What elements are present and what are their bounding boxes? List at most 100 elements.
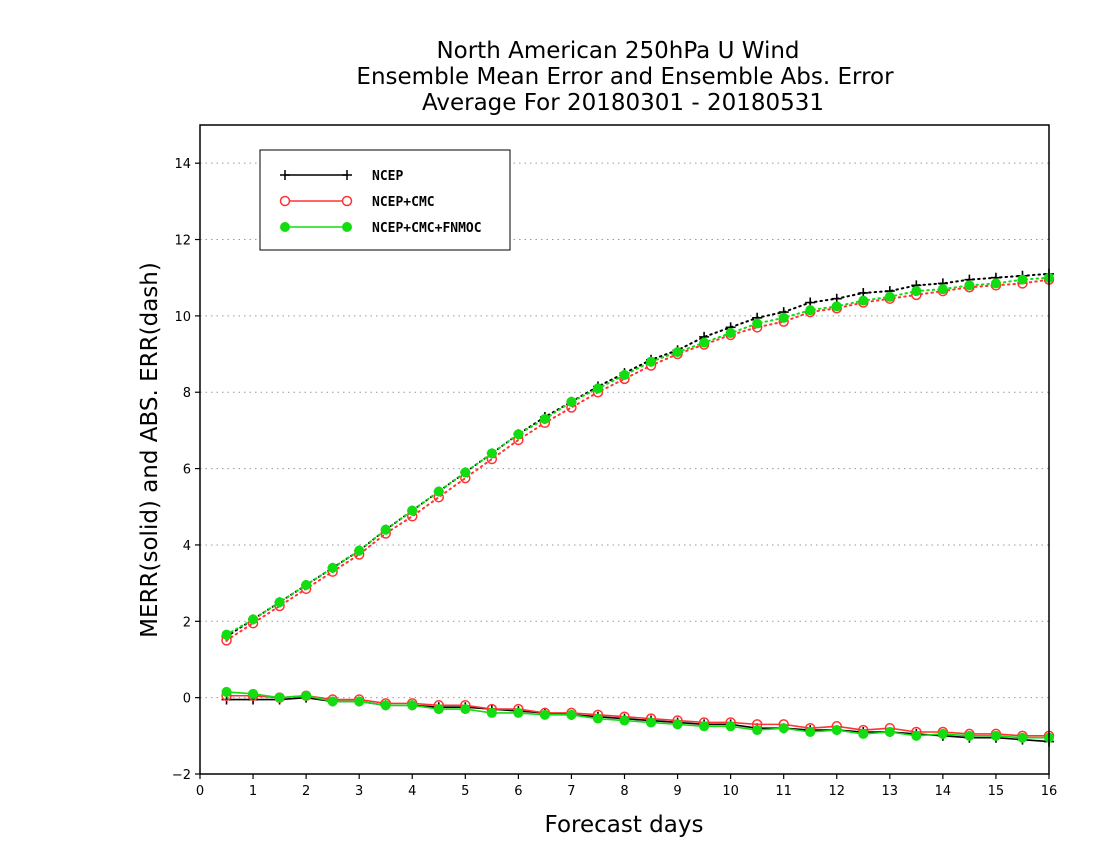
abs-err-point-ncep-cmc-fnmoc bbox=[778, 312, 789, 323]
mean-err-point-ncep-cmc-fnmoc bbox=[248, 688, 259, 699]
abs-err-point-ncep-cmc-fnmoc bbox=[221, 629, 232, 640]
mean-err-point-ncep-cmc-fnmoc bbox=[301, 690, 312, 701]
chart-title: North American 250hPa U Wind Ensemble Me… bbox=[356, 38, 894, 116]
abs-err-point-ncep-cmc-fnmoc bbox=[513, 429, 524, 440]
x-tick-label: 5 bbox=[461, 784, 469, 799]
mean-err-point-ncep-cmc-fnmoc bbox=[1017, 732, 1028, 743]
y-tick-label: 12 bbox=[174, 234, 191, 249]
abs-err-point-ncep-cmc-fnmoc bbox=[619, 370, 630, 381]
mean-err-point-ncep-cmc-fnmoc bbox=[911, 730, 922, 741]
x-axis-title: Forecast days bbox=[545, 812, 704, 838]
x-tick-label: 3 bbox=[355, 784, 363, 799]
legend-entry-ncep-cmc-fnmoc: NCEP+CMC+FNMOC bbox=[280, 221, 482, 236]
title-line-3: Average For 20180301 - 20180531 bbox=[422, 90, 824, 116]
mean-err-point-ncep-cmc-fnmoc bbox=[752, 725, 763, 736]
x-tick-label: 14 bbox=[935, 784, 952, 799]
abs-err-point-ncep-cmc-fnmoc bbox=[990, 278, 1001, 289]
abs-err-point-ncep-cmc-fnmoc bbox=[964, 280, 975, 291]
x-tick-label: 2 bbox=[302, 784, 310, 799]
mean-err-point-ncep-cmc-fnmoc bbox=[566, 709, 577, 720]
mean-err-point-ncep-cmc-fnmoc bbox=[858, 728, 869, 739]
x-tick-label: 10 bbox=[722, 784, 739, 799]
series-group bbox=[221, 268, 1055, 747]
mean-err-point-ncep-cmc-fnmoc bbox=[778, 723, 789, 734]
abs-err-point-ncep-cmc-fnmoc bbox=[831, 301, 842, 312]
mean-err-point-ncep-cmc-fnmoc bbox=[672, 719, 683, 730]
abs-err-point-ncep-cmc-fnmoc bbox=[699, 337, 710, 348]
mean-err-point-ncep-cmc-fnmoc bbox=[407, 700, 418, 711]
mean-err-point-ncep-cmc-fnmoc bbox=[592, 713, 603, 724]
title-line-2: Ensemble Mean Error and Ensemble Abs. Er… bbox=[356, 64, 894, 90]
mean-err-point-ncep-cmc-fnmoc bbox=[646, 717, 657, 728]
mean-err-point-ncep-cmc-fnmoc bbox=[486, 707, 497, 718]
abs-err-point-ncep-cmc-fnmoc bbox=[725, 328, 736, 339]
legend-marker-ncep-left bbox=[280, 170, 290, 180]
legend-marker-ncep-cmc-fnmoc-right bbox=[342, 222, 352, 232]
series-ncep-cmc-fnmoc bbox=[221, 272, 1054, 743]
legend-box bbox=[259, 149, 511, 251]
mean-err-point-ncep-cmc-fnmoc bbox=[460, 704, 471, 715]
mean-err-point-ncep-cmc-fnmoc bbox=[884, 727, 895, 738]
x-tick-label: 15 bbox=[988, 784, 1005, 799]
mean-err-point-ncep-cmc-fnmoc bbox=[327, 696, 338, 707]
abs-err-point-ncep-cmc-fnmoc bbox=[911, 286, 922, 297]
abs-err-point-ncep-cmc-fnmoc bbox=[566, 396, 577, 407]
abs-err-point-ncep-cmc-fnmoc bbox=[937, 284, 948, 295]
x-tick-label: 16 bbox=[1041, 784, 1058, 799]
y-tick-label: 2 bbox=[183, 615, 191, 630]
abs-err-point-ncep-cmc-fnmoc bbox=[646, 356, 657, 367]
abs-err-point-ncep-cmc-fnmoc bbox=[592, 383, 603, 394]
mean-err-point-ncep-cmc-fnmoc bbox=[380, 700, 391, 711]
mean-err-point-ncep-cmc-fnmoc bbox=[274, 692, 285, 703]
legend-label-ncep-cmc: NCEP+CMC bbox=[372, 195, 435, 210]
y-tick-label: 4 bbox=[183, 539, 191, 554]
legend-marker-ncep-cmc-left bbox=[279, 195, 291, 207]
mean-err-point-ncep-cmc-fnmoc bbox=[831, 725, 842, 736]
abs-err-point-ncep-cmc-fnmoc bbox=[301, 580, 312, 591]
x-tick-label: 0 bbox=[196, 784, 204, 799]
x-tick-label: 1 bbox=[249, 784, 257, 799]
mean-err-point-ncep-cmc-fnmoc bbox=[221, 686, 232, 697]
legend-entry-ncep-cmc: NCEP+CMC bbox=[279, 195, 435, 210]
series-ncep-cmc bbox=[221, 274, 1055, 742]
mean-err-point-ncep-cmc-fnmoc bbox=[990, 730, 1001, 741]
x-tick-label: 8 bbox=[620, 784, 628, 799]
abs-err-point-ncep-cmc-fnmoc bbox=[407, 505, 418, 516]
abs-err-point-ncep-cmc-fnmoc bbox=[354, 545, 365, 556]
abs-err-point-ncep-cmc-fnmoc bbox=[460, 467, 471, 478]
y-tick-label: 14 bbox=[174, 157, 191, 172]
legend-marker-ncep-cmc-right bbox=[341, 195, 353, 207]
series-ncep bbox=[221, 268, 1054, 747]
abs-err-point-ncep-cmc-fnmoc bbox=[752, 318, 763, 329]
abs-err-point-ncep-cmc-fnmoc bbox=[327, 562, 338, 573]
x-tick-label: 13 bbox=[882, 784, 899, 799]
mean-err-point-ncep-cmc-fnmoc bbox=[725, 721, 736, 732]
abs-err-point-ncep-cmc-fnmoc bbox=[248, 614, 259, 625]
x-tick-label: 12 bbox=[828, 784, 845, 799]
x-tick-label: 9 bbox=[673, 784, 681, 799]
legend-label-ncep: NCEP bbox=[372, 169, 403, 184]
legend-entry-ncep: NCEP bbox=[280, 169, 403, 184]
mean-err-point-ncep-cmc-fnmoc bbox=[699, 721, 710, 732]
mean-err-point-ncep-cmc-fnmoc bbox=[354, 696, 365, 707]
abs-err-point-ncep-cmc-fnmoc bbox=[858, 295, 869, 306]
y-tick-label: 0 bbox=[183, 692, 191, 707]
legend-label-ncep-cmc-fnmoc: NCEP+CMC+FNMOC bbox=[372, 221, 482, 236]
mean-err-point-ncep-cmc-fnmoc bbox=[433, 704, 444, 715]
abs-err-point-ncep-cmc-fnmoc bbox=[486, 448, 497, 459]
x-tick-label: 11 bbox=[775, 784, 792, 799]
abs-err-line-ncep bbox=[225, 272, 1050, 638]
abs-err-point-ncep-cmc-fnmoc bbox=[274, 597, 285, 608]
mean-err-point-ncep-cmc-fnmoc bbox=[937, 728, 948, 739]
abs-err-point-ncep-cmc-fnmoc bbox=[884, 291, 895, 302]
y-tick-label: 8 bbox=[183, 386, 191, 401]
abs-err-line-ncep-cmc-fnmoc bbox=[225, 276, 1050, 636]
y-tick-label: 10 bbox=[174, 310, 191, 325]
title-line-1: North American 250hPa U Wind bbox=[436, 38, 799, 64]
legend-marker-ncep-right bbox=[342, 170, 352, 180]
abs-err-point-ncep-cmc-fnmoc bbox=[433, 486, 444, 497]
y-axis-title: MERR(solid) and ABS. ERR(dash) bbox=[137, 262, 163, 638]
abs-err-line-ncep-cmc bbox=[225, 278, 1050, 642]
legend: NCEP NCEP+CMC NCEP+CMC+FNMOC bbox=[259, 149, 511, 251]
